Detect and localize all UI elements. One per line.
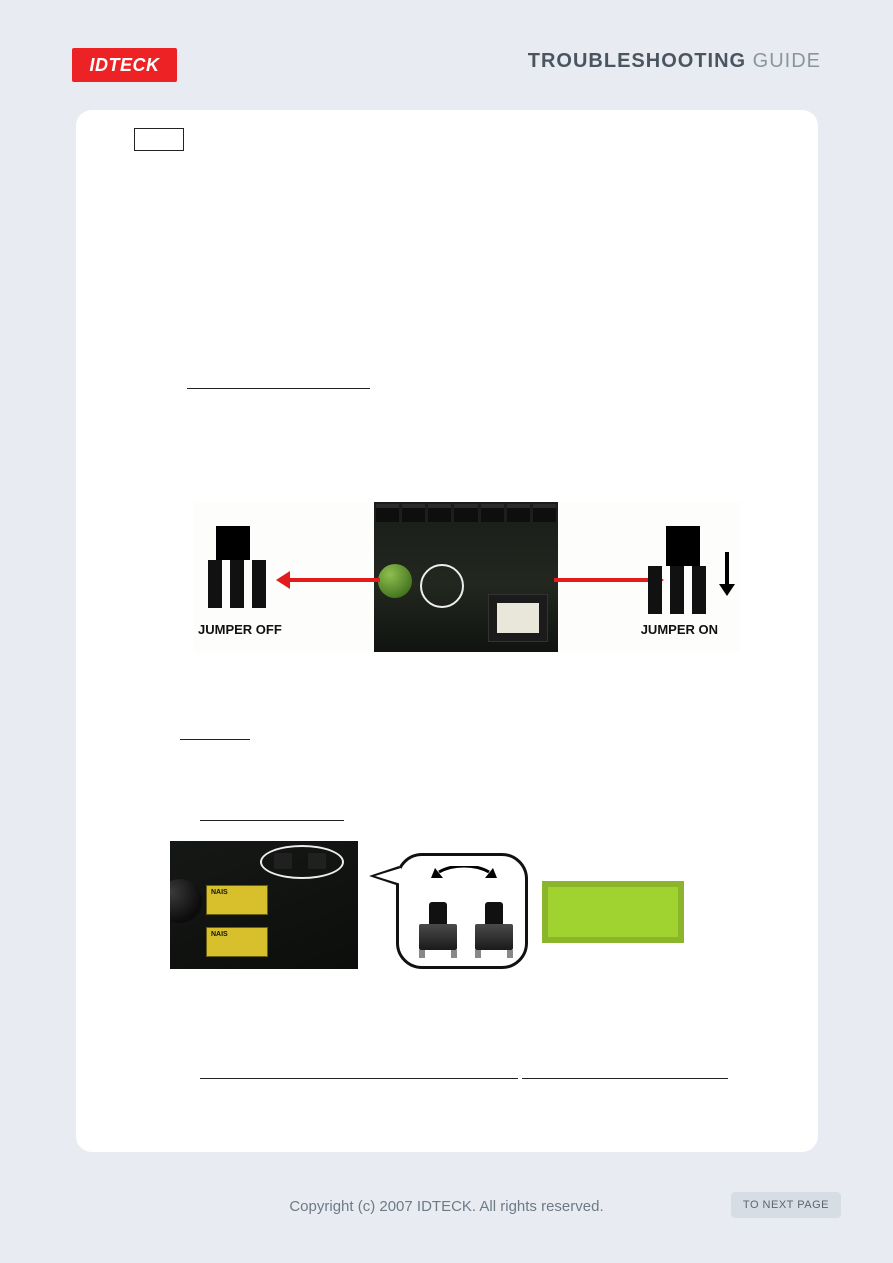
underline-2: [180, 739, 250, 740]
jumper-pin: [670, 566, 684, 614]
tact-switch-icon: [471, 898, 517, 958]
arrow-shaft: [725, 552, 729, 586]
relay-icon: [206, 885, 268, 915]
jumper-pin: [208, 560, 222, 608]
pcb-connector: [454, 504, 477, 522]
pcb-connector: [376, 504, 399, 522]
tact-cap: [429, 902, 447, 924]
underline-4a: [200, 1078, 518, 1079]
jumper-pin: [648, 566, 662, 614]
underline-4b: [522, 1078, 728, 1079]
to-next-page-button[interactable]: TO NEXT PAGE: [731, 1192, 841, 1218]
tact-base: [419, 924, 457, 950]
jumper-diagram: JUMPER OFF JUMPER ON: [194, 502, 740, 652]
pcb-connector: [428, 504, 451, 522]
callout-bubble: [396, 853, 528, 969]
jumper-on-pins: [648, 566, 706, 614]
red-arrow-left-icon: [290, 578, 380, 582]
brand-logo-text: IDTECK: [90, 55, 160, 76]
initialize-diagram: [170, 841, 730, 969]
pcb-connector: [481, 504, 504, 522]
page-title: TROUBLESHOOTING GUIDE: [528, 50, 821, 73]
pcb-connector-row: [376, 504, 556, 522]
tact-switch-icon: [415, 898, 461, 958]
arrow-head: [719, 584, 735, 596]
relay-icon: [206, 927, 268, 957]
brand-logo: IDTECK: [72, 48, 177, 82]
tact-leg: [451, 950, 457, 958]
lcd-display-icon: [542, 881, 684, 943]
jumper-down-arrow-icon: [722, 552, 732, 596]
pcb-battery-icon: [378, 564, 412, 598]
pcb-chip-icon: [488, 594, 548, 642]
red-arrow-right-icon: [554, 578, 650, 582]
jumper-pin: [230, 560, 244, 608]
tact-cap: [485, 902, 503, 924]
tact-leg: [419, 950, 425, 958]
pcb-connector: [533, 504, 556, 522]
jumper-on-cap: [666, 526, 700, 566]
jumper-pin: [692, 566, 706, 614]
jumper-off-label: JUMPER OFF: [198, 622, 282, 637]
jumper-on-label: JUMPER ON: [641, 622, 718, 637]
highlight-oval-icon: [260, 845, 344, 879]
underline-1: [187, 388, 370, 389]
underline-3: [200, 820, 344, 821]
jumper-off-cap: [216, 526, 250, 560]
page-title-light: GUIDE: [746, 50, 821, 72]
pcb-connector: [402, 504, 425, 522]
tact-leg: [507, 950, 513, 958]
jumper-off-pins: [208, 560, 266, 608]
tact-base: [475, 924, 513, 950]
pcb-photo: [374, 502, 558, 652]
init-pcb-photo: [170, 841, 358, 969]
coin-cell-icon: [170, 879, 202, 923]
page-title-bold: TROUBLESHOOTING: [528, 50, 746, 72]
pcb-connector: [507, 504, 530, 522]
pcb-highlight-circle: [420, 564, 464, 608]
jumper-pin: [252, 560, 266, 608]
tact-leg: [475, 950, 481, 958]
intro-box: [134, 128, 184, 151]
